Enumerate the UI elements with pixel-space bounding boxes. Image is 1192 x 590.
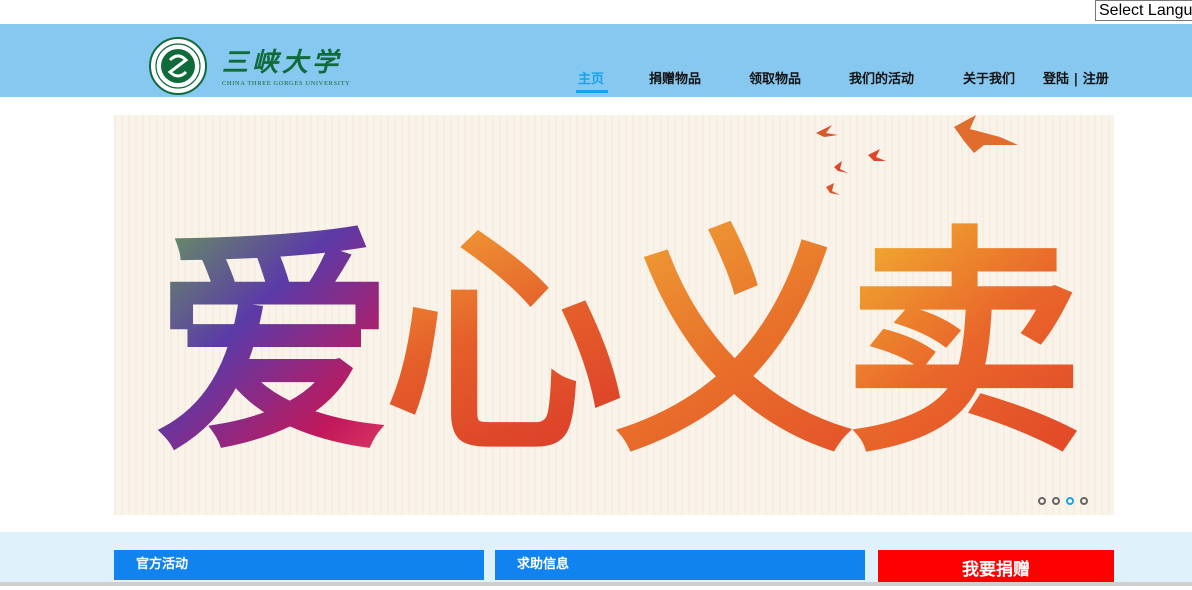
nav-item-claim-items[interactable]: 领取物品 <box>749 72 802 87</box>
nav-item-donate-items[interactable]: 捐赠物品 <box>649 72 702 87</box>
tab-help-info[interactable]: 求助信息 <box>495 550 865 580</box>
nav-active-indicator <box>576 90 608 93</box>
carousel-dot-3[interactable] <box>1066 497 1074 505</box>
logo-english-name: CHINA THREE GORGES UNIVERSITY <box>222 80 351 87</box>
carousel-dot-2[interactable] <box>1052 497 1060 505</box>
top-bar: Select Language <box>0 0 1192 24</box>
banner-slogan: 爱 心 义 卖 <box>154 195 1084 495</box>
university-emblem-icon <box>149 37 207 95</box>
nav-item-our-activities[interactable]: 我们的活动 <box>849 72 915 87</box>
carousel-dot-4[interactable] <box>1080 497 1088 505</box>
horizontal-scrollbar[interactable] <box>0 582 1192 586</box>
banner-char-1: 爱 <box>154 195 394 495</box>
donate-button[interactable]: 我要捐赠 <box>878 550 1114 586</box>
carousel-indicators <box>1038 497 1088 505</box>
nav-item-about-us[interactable]: 关于我们 <box>963 72 1016 87</box>
site-header: 三峡大学 CHINA THREE GORGES UNIVERSITY 主页 捐赠… <box>0 24 1192 97</box>
language-select[interactable]: Select Language <box>1095 0 1192 21</box>
banner-texture <box>114 115 1114 515</box>
carousel-dot-1[interactable] <box>1038 497 1046 505</box>
login-register-link[interactable]: 登陆 | 注册 <box>1043 72 1109 87</box>
info-section: 官方活动 求助信息 我要捐赠 <box>0 532 1192 586</box>
university-logo[interactable]: 三峡大学 CHINA THREE GORGES UNIVERSITY <box>148 36 358 96</box>
logo-chinese-name: 三峡大学 <box>222 48 343 78</box>
banner-char-2: 心 <box>384 195 624 495</box>
hero-carousel[interactable]: 爱 心 义 卖 <box>114 115 1114 515</box>
banner-char-3: 义 <box>614 195 854 495</box>
banner-char-4: 卖 <box>844 195 1084 495</box>
tab-official-activities[interactable]: 官方活动 <box>114 550 484 580</box>
main-nav: 主页 捐赠物品 领取物品 我们的活动 关于我们 登陆 | 注册 <box>0 24 1192 97</box>
flying-birds-icon <box>816 115 1018 195</box>
nav-item-home[interactable]: 主页 <box>578 72 605 87</box>
